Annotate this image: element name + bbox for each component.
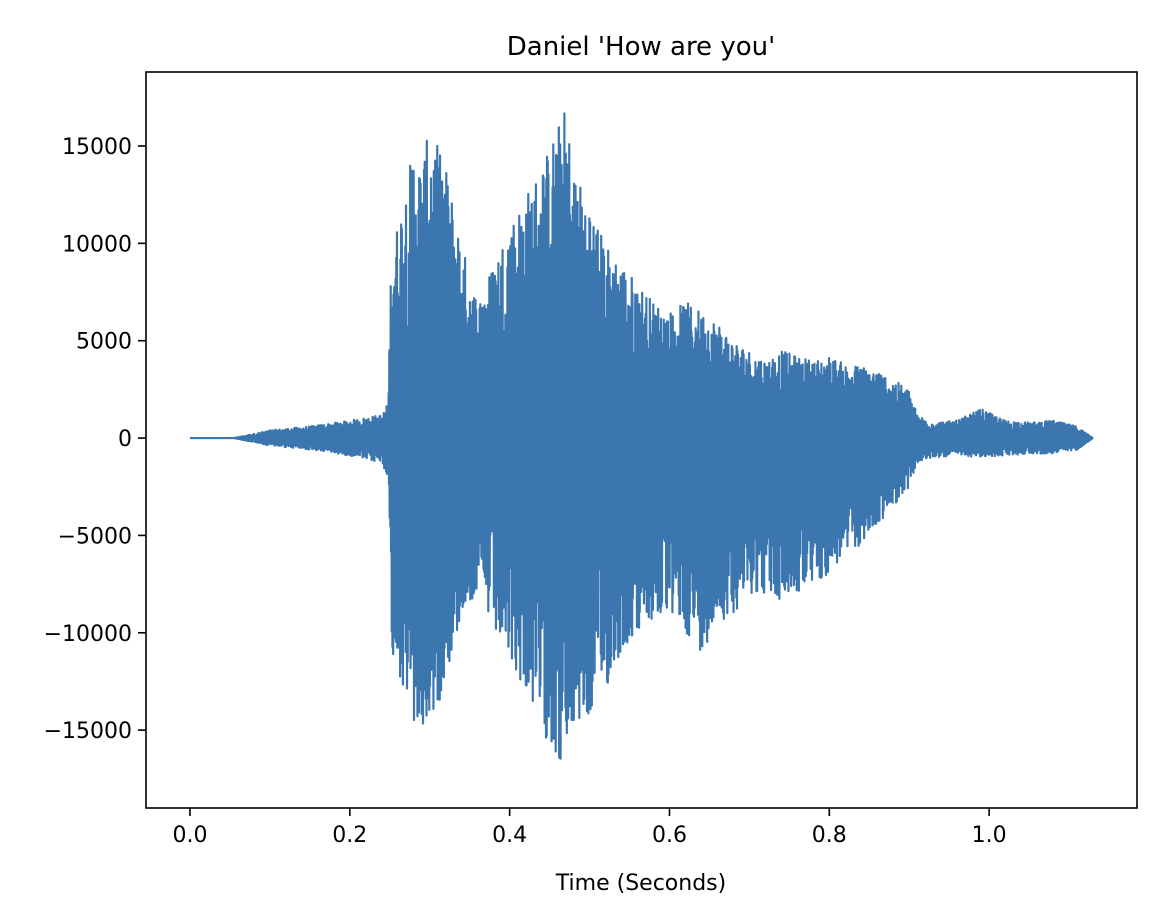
x-tick-label: 0.0 — [172, 823, 207, 848]
x-axis: 0.0 0.2 0.4 0.6 0.8 1.0 — [172, 808, 1007, 848]
y-tick-label: −15000 — [44, 719, 132, 744]
x-axis-title: Time (Seconds) — [555, 871, 726, 896]
x-tick-label: 0.4 — [492, 823, 527, 848]
y-tick-label: 5000 — [76, 330, 132, 355]
plot-area — [189, 112, 1094, 760]
plot-frame — [145, 71, 1138, 809]
x-tick-label: 1.0 — [972, 823, 1007, 848]
y-tick-label: 0 — [118, 427, 132, 452]
x-tick-label: 0.2 — [332, 823, 367, 848]
x-tick-label: 0.6 — [652, 823, 687, 848]
y-tick-label: 15000 — [62, 135, 132, 160]
y-tick-label: −10000 — [44, 622, 132, 647]
y-tick-label: 10000 — [62, 232, 132, 257]
waveform-line — [189, 112, 1094, 760]
chart-title: Daniel 'How are you' — [507, 32, 776, 62]
y-axis: −15000 −10000 −5000 0 5000 10000 15000 — [44, 135, 146, 744]
x-tick-label: 0.8 — [812, 823, 847, 848]
y-tick-label: −5000 — [58, 524, 132, 549]
